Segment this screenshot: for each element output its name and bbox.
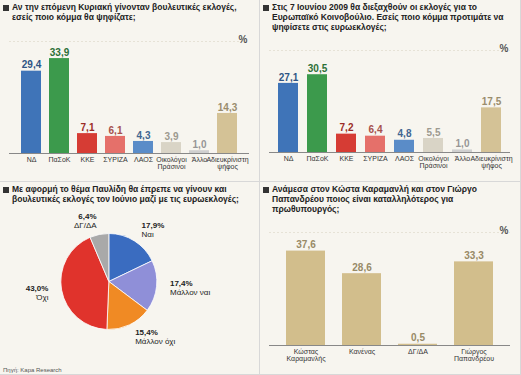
svg-text:4,3: 4,3 — [137, 129, 151, 140]
svg-text:17,9%Ναι: 17,9%Ναι — [142, 220, 165, 238]
svg-text:ΟικολόγοιΠράσινοι: ΟικολόγοιΠράσινοι — [418, 156, 449, 171]
svg-text:7,2: 7,2 — [340, 123, 354, 134]
svg-text:29,4: 29,4 — [22, 59, 42, 70]
svg-text:Άλλο: Άλλο — [192, 156, 208, 163]
svg-text:33,3: 33,3 — [464, 250, 484, 261]
svg-text:ΣΥΡΙΖΑ: ΣΥΡΙΖΑ — [363, 156, 388, 163]
svg-text:ΝΔ: ΝΔ — [284, 156, 294, 163]
svg-text:14,3: 14,3 — [218, 101, 238, 112]
svg-text:ΠαΣοΚ: ΠαΣοΚ — [307, 156, 329, 163]
svg-text:37,6: 37,6 — [296, 240, 316, 251]
svg-text:Αδιευκρίνιστηψήφος: Αδιευκρίνιστηψήφος — [470, 156, 512, 171]
svg-text:3,9: 3,9 — [165, 130, 179, 141]
svg-text:Αδιευκρίνιστηψήφος: Αδιευκρίνιστηψήφος — [206, 156, 248, 171]
svg-text:ΠαΣοΚ: ΠαΣοΚ — [49, 156, 71, 163]
svg-text:5,5: 5,5 — [427, 127, 441, 138]
svg-text:7,1: 7,1 — [81, 121, 95, 132]
svg-text:ΓιώργοςΠαπανδρέου: ΓιώργοςΠαπανδρέου — [454, 349, 494, 364]
html-text:Με αφορμή το θέμα Παυλίδη θα έ: Με αφορμή το θέμα Παυλίδη θα έπρεπε να γ… — [12, 184, 239, 204]
svg-text:ΝΔ: ΝΔ — [27, 156, 37, 163]
svg-text:%: % — [500, 43, 509, 54]
svg-text:6,1: 6,1 — [109, 124, 123, 135]
svg-text:ΣΥΡΙΖΑ: ΣΥΡΙΖΑ — [103, 156, 128, 163]
svg-text:17,5: 17,5 — [482, 96, 502, 107]
svg-text:28,6: 28,6 — [352, 262, 372, 273]
svg-text:33,9: 33,9 — [50, 46, 70, 57]
svg-text:27,1: 27,1 — [279, 72, 299, 83]
html-text:Πηγή: Kapa Research: Πηγή: Kapa Research — [3, 367, 62, 373]
svg-text:ΟικολόγοιΠράσινοι: ΟικολόγοιΠράσινοι — [156, 156, 187, 171]
html-text:Ανάμεσα στον Κώστα Καραμανλή κ: Ανάμεσα στον Κώστα Καραμανλή και στον Γι… — [272, 184, 477, 214]
svg-text:1,0: 1,0 — [193, 138, 207, 149]
svg-text:17,4%Μάλλον ναι: 17,4%Μάλλον ναι — [170, 278, 210, 296]
svg-text:30,5: 30,5 — [308, 63, 328, 74]
svg-text:1,0: 1,0 — [456, 138, 470, 149]
svg-text:ΛΑΟΣ: ΛΑΟΣ — [134, 156, 154, 163]
svg-text:ΔΓ/ΔΑ: ΔΓ/ΔΑ — [408, 349, 428, 356]
svg-text:43,0%Όχι: 43,0%Όχι — [26, 283, 49, 301]
svg-text:ΛΑΟΣ: ΛΑΟΣ — [395, 156, 415, 163]
html-text:Αν την επόμενη Κυριακή γίνοντα: Αν την επόμενη Κυριακή γίνονταν βουλευτι… — [12, 2, 237, 22]
svg-text:ΚΚΕ: ΚΚΕ — [339, 156, 353, 163]
svg-text:%: % — [500, 225, 509, 236]
html-text:Στις 7 Ιουνίου 2009 θα διεξαχθ: Στις 7 Ιουνίου 2009 θα διεξαχθούν οι εκλ… — [272, 2, 504, 32]
svg-text:Άλλο: Άλλο — [455, 156, 471, 163]
svg-text:15,4%Μάλλον όχι: 15,4%Μάλλον όχι — [135, 328, 175, 346]
svg-text:ΚΚΕ: ΚΚΕ — [80, 156, 94, 163]
svg-text:4,8: 4,8 — [398, 129, 412, 140]
svg-text:Κανένας: Κανένας — [349, 349, 376, 357]
svg-text:0,5: 0,5 — [411, 333, 425, 344]
svg-text:%: % — [239, 33, 248, 44]
svg-text:6,4%ΔΓ/ΔΑ: 6,4%ΔΓ/ΔΑ — [74, 212, 97, 230]
svg-text:ΚώσταςΚαραμανλής: ΚώσταςΚαραμανλής — [286, 349, 326, 364]
svg-text:6,4: 6,4 — [369, 125, 383, 136]
